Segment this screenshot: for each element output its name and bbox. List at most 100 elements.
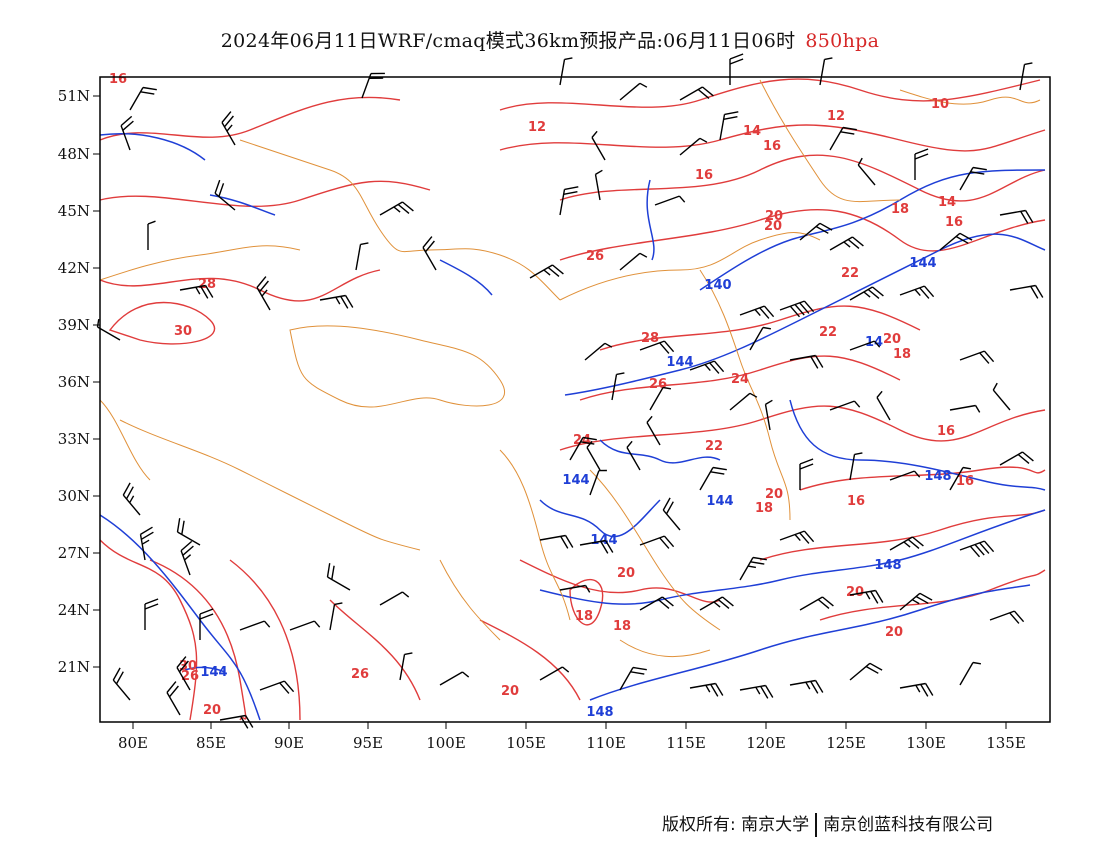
- wind-barb-shaft: [699, 467, 714, 491]
- wind-barb-shaft: [719, 114, 726, 141]
- wind-barb-feather: [616, 372, 625, 376]
- wind-barb-feather: [754, 309, 761, 317]
- wind-barb-feather: [263, 620, 271, 628]
- wind-barb-feather: [799, 532, 810, 544]
- wind-barb-feather: [140, 91, 155, 95]
- x-tick-label: 100E: [426, 734, 466, 752]
- y-tick-label: 24N: [58, 601, 90, 619]
- wind-barb-shaft: [949, 467, 964, 491]
- wind-barb-feather: [1017, 453, 1030, 464]
- wind-barb-feather: [604, 540, 614, 553]
- wind-barb-feather: [564, 186, 579, 191]
- wind-barb-shaft: [799, 596, 823, 611]
- wind-barb-feather: [639, 252, 648, 258]
- wind-barb-shaft: [379, 591, 403, 606]
- wind-barb-feather: [256, 276, 267, 288]
- wind-barb-feather: [749, 392, 758, 398]
- temperature-contour-label: 20: [765, 487, 783, 502]
- wind-barb-shaft: [239, 620, 265, 631]
- wind-barb-shaft: [259, 680, 285, 691]
- wind-barb-shaft: [829, 127, 844, 151]
- wind-barb-shaft: [559, 59, 566, 86]
- wind-barb-feather: [122, 482, 131, 496]
- wind-barb-shaft: [857, 164, 876, 186]
- wind-barb-shaft: [112, 679, 131, 701]
- wind-barb-shaft: [594, 174, 601, 201]
- wind-barb-feather: [714, 683, 724, 696]
- height-contour-label: 14: [865, 335, 883, 350]
- wind-barb-feather: [563, 191, 578, 195]
- wind-barb-feather: [750, 561, 765, 565]
- wind-barbs: [96, 53, 1044, 729]
- wind-barb-feather: [972, 661, 982, 665]
- wind-barb-shaft: [379, 201, 403, 216]
- wind-barb-feather: [176, 518, 181, 533]
- wind-barb-shaft: [584, 342, 606, 361]
- wind-barb-feather: [580, 441, 595, 445]
- axis-ticks: 51N 48N 45N 42N 39N 36N 33N 30N 27N 24N 21N 80E 85E 9…: [58, 87, 1026, 752]
- temperature-contour-label: 18: [575, 609, 593, 624]
- wind-barb-shaft: [626, 447, 641, 471]
- wind-barb-feather: [710, 684, 719, 697]
- wind-barb-shaft: [899, 285, 925, 296]
- wind-barb-feather: [147, 220, 156, 225]
- wind-barb-feather: [142, 86, 157, 91]
- temperature-contour-label: 18: [891, 202, 909, 217]
- wind-barb-feather: [258, 280, 269, 293]
- wind-barb-feather: [543, 269, 551, 276]
- wind-barb-shaft: [739, 557, 754, 581]
- wind-barb-feather: [199, 608, 214, 615]
- wind-barb-shaft: [214, 192, 236, 211]
- x-tick-label: 130E: [906, 734, 946, 752]
- temperature-contour-label: 22: [819, 325, 837, 340]
- x-tick-label: 120E: [746, 734, 786, 752]
- wind-barb-feather: [789, 305, 801, 318]
- wind-barb-shaft: [959, 662, 974, 686]
- wind-barb-feather: [765, 399, 773, 406]
- wind-barb-feather: [462, 671, 470, 678]
- wind-barb-feather: [600, 541, 609, 554]
- wind-barb-feather: [903, 541, 911, 548]
- wind-barb-feather: [979, 542, 990, 554]
- wind-barb-shaft: [539, 666, 563, 681]
- temperature-contour-label: 14: [743, 124, 761, 139]
- wind-barb-feather: [402, 591, 410, 598]
- wind-barb-feather: [969, 545, 981, 558]
- wind-barb-feather: [335, 296, 341, 305]
- wind-barb-feather: [865, 591, 871, 600]
- wind-barb-feather: [799, 302, 810, 314]
- wind-barb-feather: [704, 364, 711, 372]
- wind-barb-feather: [729, 53, 744, 60]
- wind-barb-shaft: [439, 671, 463, 686]
- wind-barb-feather: [912, 536, 924, 547]
- wind-barb-shaft: [559, 584, 586, 591]
- wind-barb-feather: [659, 537, 670, 549]
- wind-barb-feather: [709, 362, 720, 374]
- height-contour-label: 144: [706, 494, 733, 509]
- wind-barb-feather: [729, 58, 744, 65]
- wind-barb-feather: [560, 536, 569, 549]
- x-tick-label: 105E: [506, 734, 546, 752]
- wind-barb-shaft: [849, 340, 875, 351]
- wind-barb-feather: [817, 598, 830, 609]
- wind-barb-feather: [422, 236, 433, 248]
- wind-barb-feather: [678, 195, 686, 203]
- wind-barb-feather: [759, 307, 770, 319]
- wind-barb-feather: [914, 289, 921, 297]
- wind-barb-shaft: [399, 654, 406, 681]
- temperature-contour-label: 22: [841, 266, 859, 281]
- temperature-contour-label: 30: [179, 659, 197, 674]
- wind-barb-shaft: [120, 125, 131, 151]
- wind-barb-shaft: [529, 264, 553, 279]
- chart-title: 2024年06月11日WRF/cmaq模式36km预报产品:06月11日06时 8…: [0, 26, 1100, 53]
- temperature-contour-label: 20: [764, 219, 782, 234]
- x-tick-label: 85E: [196, 734, 226, 752]
- wind-barb-feather: [326, 563, 331, 578]
- wind-barb-feather: [632, 666, 647, 671]
- wind-barb-feather: [404, 652, 413, 656]
- wind-barb-feather: [586, 440, 593, 448]
- temperature-contour-label: 20: [846, 585, 864, 600]
- x-tick-label: 90E: [274, 734, 304, 752]
